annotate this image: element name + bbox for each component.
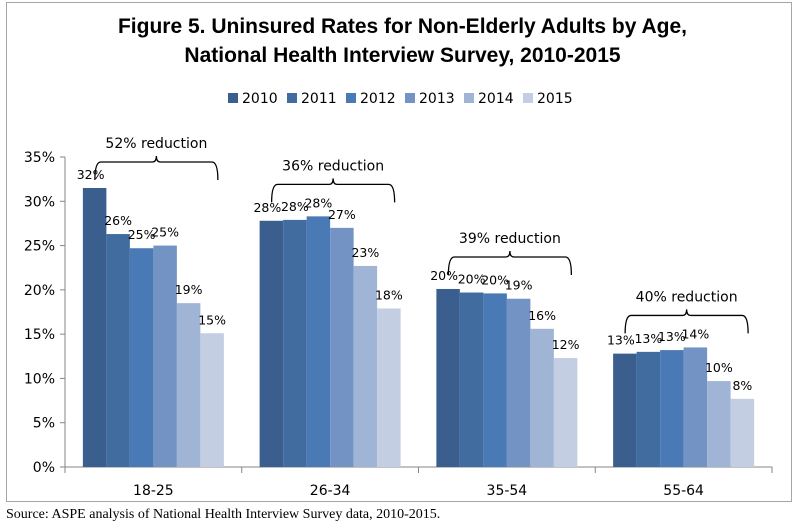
bar-2015-55-64 — [730, 398, 755, 467]
bar-2010-35-54 — [436, 288, 460, 467]
reduction-bracket — [270, 178, 396, 203]
chart-title-line-2: National Health Interview Survey, 2010-2… — [184, 44, 621, 67]
legend-label: 2015 — [537, 91, 573, 107]
legend-swatch-2015 — [523, 93, 533, 103]
legend-swatch-2013 — [405, 93, 415, 103]
data-label: 28% — [304, 195, 332, 210]
bar-2011-55-64 — [636, 351, 661, 467]
bar-2015-18-25 — [200, 333, 224, 467]
chart-title: Figure 5. Uninsured Rates for Non-Elderl… — [0, 12, 805, 70]
legend-swatch-2012 — [346, 93, 356, 103]
data-label: 8% — [732, 378, 752, 393]
legend-label: 2012 — [360, 91, 396, 107]
legend-swatch-2014 — [464, 93, 474, 103]
data-label: 13% — [634, 331, 662, 346]
data-label: 12% — [552, 337, 580, 352]
bar-2015-26-34 — [377, 308, 401, 467]
legend-label: 2010 — [242, 91, 278, 107]
data-label: 27% — [328, 207, 356, 222]
bar-2012-55-64 — [660, 350, 684, 467]
data-label: 25% — [151, 225, 179, 240]
data-label: 13% — [607, 333, 635, 348]
data-label: 14% — [681, 326, 709, 341]
bar-2011-35-54 — [459, 292, 484, 467]
x-tick-label: 18-25 — [133, 483, 174, 499]
bar-2012-35-54 — [483, 293, 507, 467]
bar-2012-26-34 — [306, 216, 331, 467]
data-label: 13% — [658, 329, 686, 344]
chart-title-line-1: Figure 5. Uninsured Rates for Non-Elderl… — [117, 15, 688, 38]
data-label: 23% — [351, 245, 379, 260]
reduction-annotation: 52% reduction — [105, 136, 207, 152]
reduction-annotation: 40% reduction — [636, 289, 738, 305]
legend-label: 2011 — [301, 91, 337, 107]
data-label: 19% — [505, 278, 533, 293]
y-tick-label: 30% — [24, 194, 55, 210]
y-tick-label: 10% — [24, 371, 55, 387]
legend-label: 2013 — [419, 91, 455, 107]
legend-swatch-2011 — [287, 93, 297, 103]
chart-frame — [6, 2, 792, 502]
reduction-bracket — [624, 309, 749, 334]
data-label: 32% — [77, 167, 105, 182]
data-label: 28% — [253, 200, 281, 215]
x-tick-label: 35-54 — [487, 483, 528, 499]
y-tick-label: 35% — [24, 150, 55, 166]
data-label: 25% — [128, 227, 156, 242]
legend-swatch-2010 — [228, 93, 238, 103]
data-label: 20% — [481, 272, 509, 287]
data-label: 20% — [458, 272, 486, 287]
bar-2013-35-54 — [506, 298, 531, 467]
bar-2013-26-34 — [330, 227, 354, 467]
bar-2011-18-25 — [106, 234, 130, 467]
x-tick-label: 26-34 — [310, 483, 351, 499]
legend-label: 2014 — [478, 91, 514, 107]
data-label: 10% — [705, 360, 733, 375]
bar-2013-55-64 — [683, 347, 708, 467]
bar-2012-18-25 — [129, 248, 154, 467]
data-label: 19% — [175, 282, 203, 297]
bar-2014-26-34 — [353, 265, 378, 467]
y-tick-label: 20% — [24, 283, 55, 299]
reduction-annotation: 39% reduction — [459, 231, 561, 247]
data-label: 18% — [375, 287, 403, 302]
data-label: 15% — [198, 312, 226, 327]
y-tick-label: 15% — [24, 327, 55, 343]
bar-2014-18-25 — [176, 303, 201, 467]
y-tick-label: 0% — [33, 460, 55, 476]
bar-2014-35-54 — [530, 328, 554, 467]
data-label: 16% — [528, 308, 556, 323]
bar-2010-55-64 — [613, 353, 637, 467]
bar-2013-18-25 — [153, 245, 177, 467]
reduction-annotation: 36% reduction — [282, 158, 384, 174]
bar-2015-35-54 — [553, 358, 578, 467]
y-tick-label: 25% — [24, 239, 55, 255]
data-label: 28% — [281, 199, 309, 214]
bar-2011-26-34 — [283, 219, 307, 467]
reduction-bracket — [94, 155, 219, 181]
x-tick-label: 55-64 — [663, 483, 704, 499]
source-note: Source: ASPE analysis of National Health… — [6, 507, 441, 522]
bar-2014-55-64 — [707, 381, 731, 467]
y-tick-label: 5% — [33, 416, 55, 432]
data-label: 26% — [104, 213, 132, 228]
data-label: 20% — [430, 268, 458, 283]
bar-2010-26-34 — [259, 220, 284, 467]
bar-2010-18-25 — [82, 188, 107, 467]
